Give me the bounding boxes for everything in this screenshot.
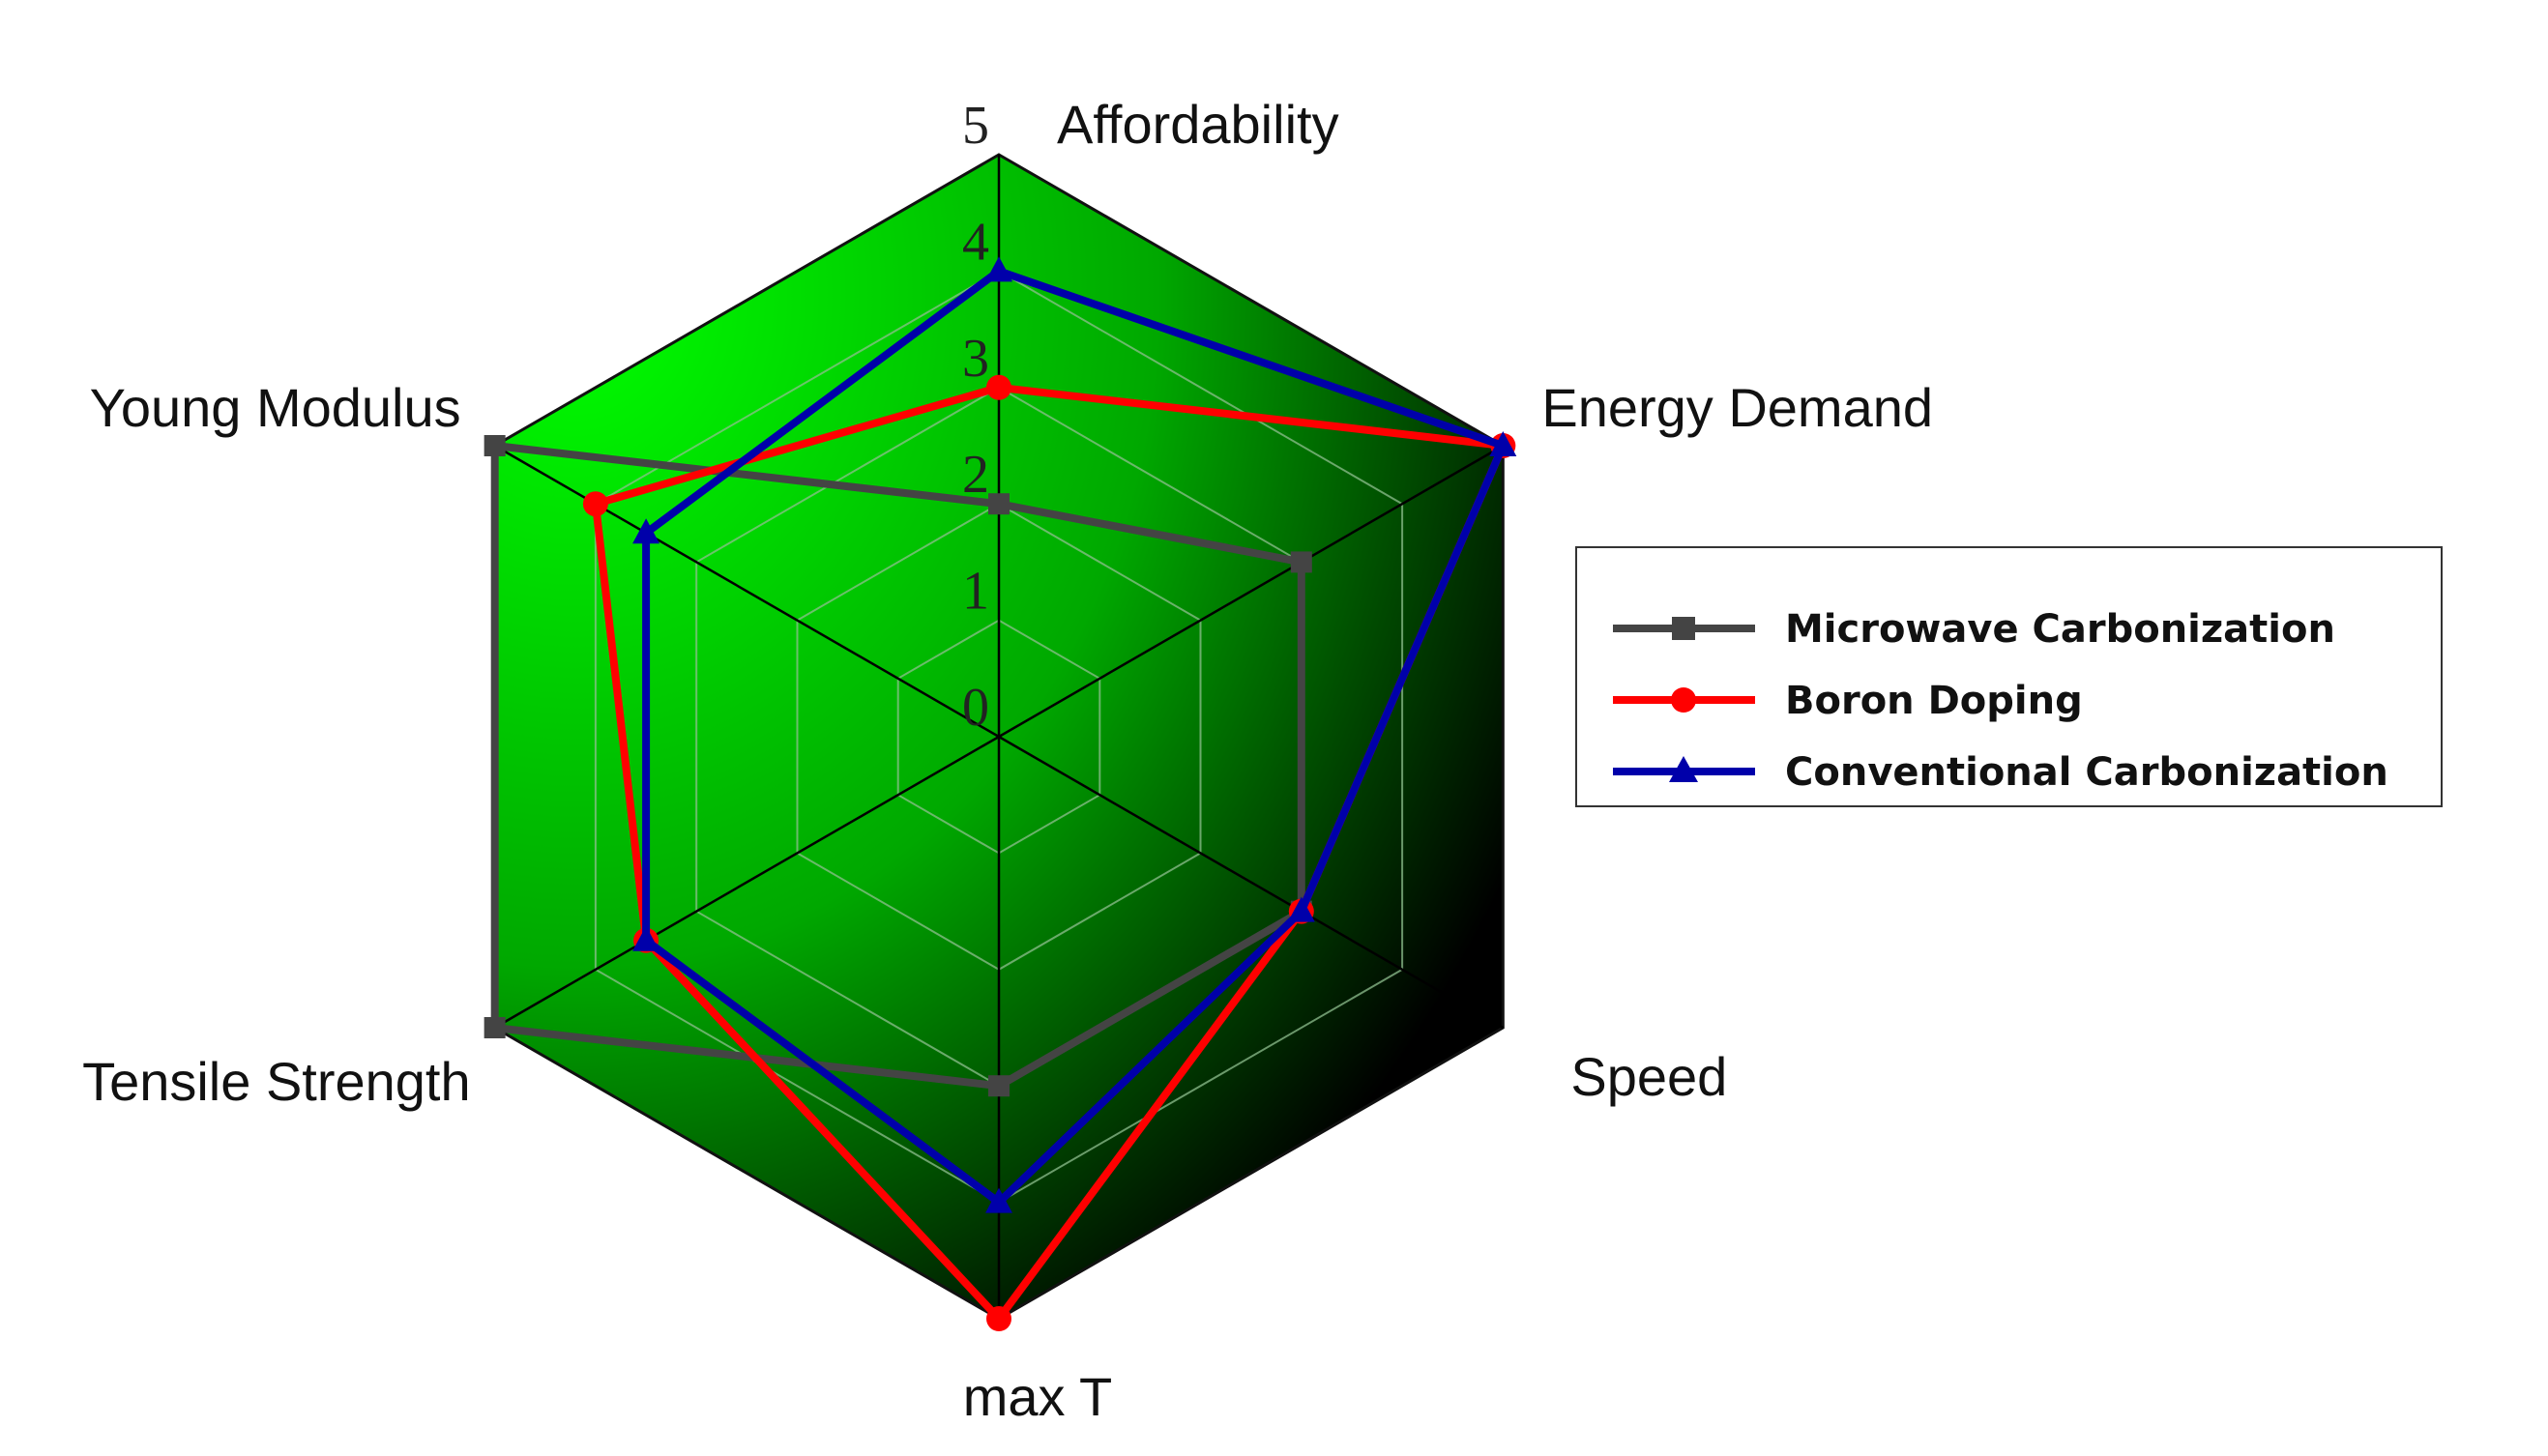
axis-label: Energy Demand [1541, 377, 1933, 438]
axis-label: Tensile Strength [82, 1051, 471, 1112]
tick-label: 1 [962, 562, 989, 622]
axis-spoke [494, 444, 1000, 739]
data-point [1290, 551, 1312, 573]
axis-spoke [998, 444, 1504, 739]
data-point [985, 1187, 1012, 1213]
data-point [988, 1075, 1010, 1097]
tick-label: 2 [962, 445, 989, 505]
radar-spokes [494, 155, 1504, 1319]
tick-label: 5 [962, 96, 989, 156]
data-point [986, 1306, 1011, 1331]
legend-marker [1672, 617, 1695, 640]
data-point [483, 1017, 506, 1038]
axis-label: Speed [1570, 1046, 1727, 1107]
data-point [1287, 896, 1315, 922]
data-point [632, 925, 660, 951]
data-point [988, 493, 1010, 515]
legend-marker [1669, 756, 1698, 782]
axis-label: Young Modulus [90, 377, 461, 438]
legend-label: Conventional Carbonization [1785, 750, 2388, 795]
legend-box [1575, 546, 2443, 807]
axis-label: max T [963, 1366, 1113, 1427]
data-point [632, 518, 660, 544]
tick-label: 3 [962, 329, 989, 389]
axis-label: Affordability [1057, 94, 1339, 155]
tick-label: 0 [962, 678, 989, 738]
data-point [483, 435, 506, 456]
tick-label: 4 [962, 212, 989, 272]
axis-labels: Affordability Energy Demand Speed max T Tens… [82, 94, 1933, 1427]
axis-spoke [998, 735, 1504, 1030]
legend: Microwave Carbonization Boron Doping Conve… [1575, 546, 2443, 807]
radial-tick-labels: 0 1 2 3 4 5 [962, 96, 989, 738]
data-point [582, 491, 608, 517]
data-point [985, 256, 1012, 282]
legend-label: Microwave Carbonization [1785, 607, 2335, 652]
legend-marker [1671, 687, 1696, 713]
series-layer [483, 256, 1517, 1331]
legend-label: Boron Doping [1785, 679, 2083, 723]
axis-spoke [494, 735, 1000, 1030]
data-point [1489, 431, 1517, 456]
data-point [986, 374, 1011, 400]
